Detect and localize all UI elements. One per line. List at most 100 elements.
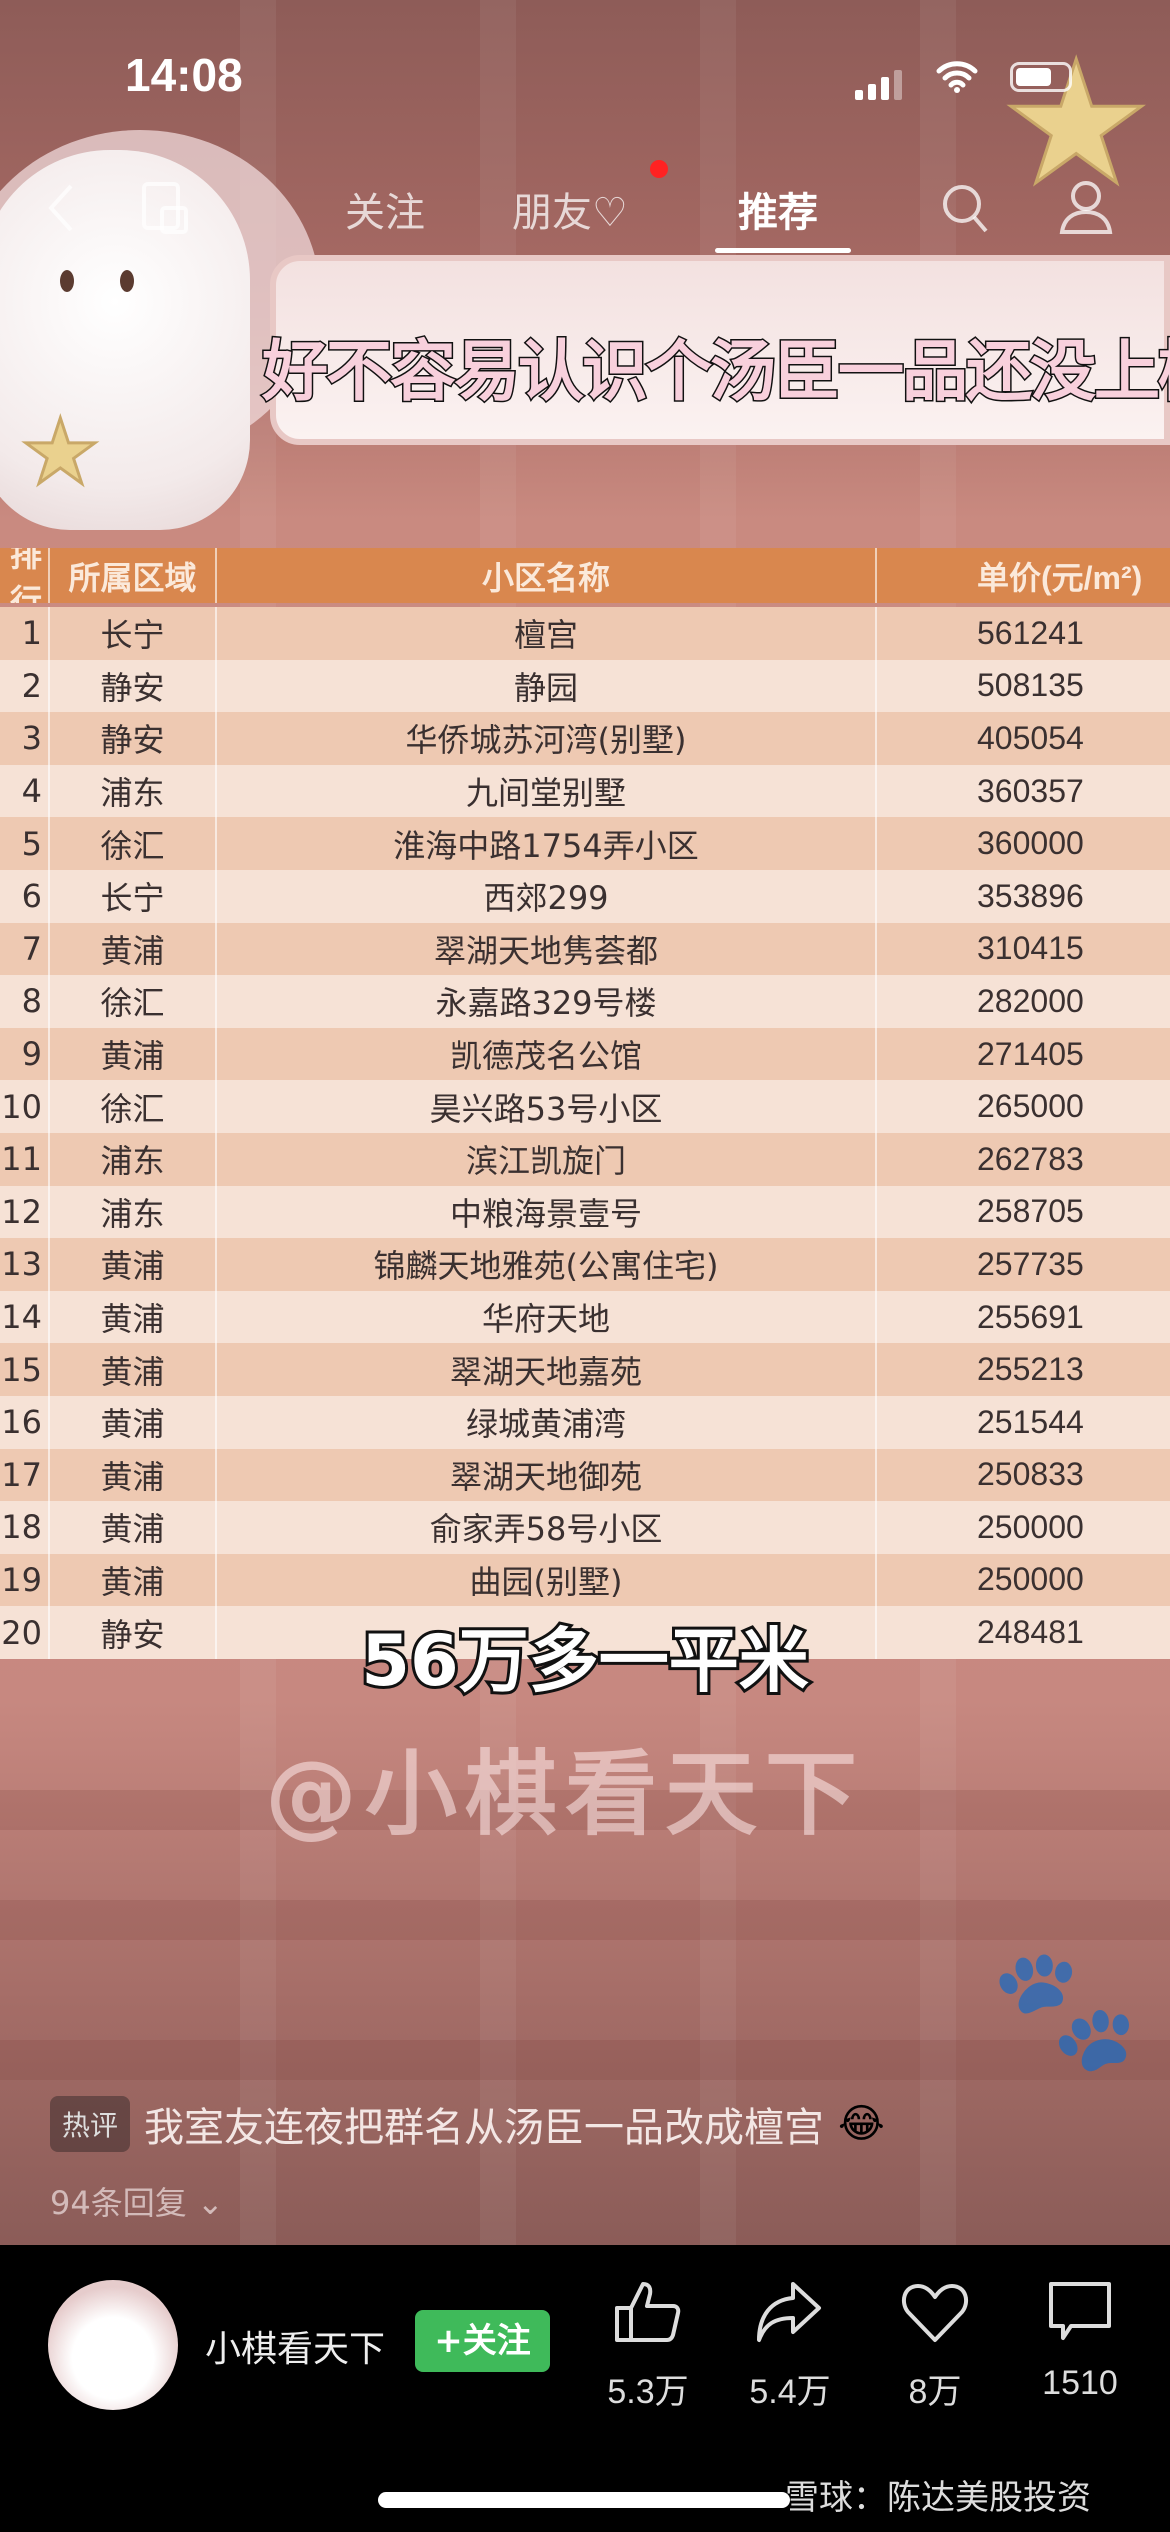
table-header: 排行 所属区域 小区名称 单价(元/m²) bbox=[0, 548, 1170, 603]
name-cell: 静园 bbox=[217, 659, 877, 713]
tab-friends[interactable]: 朋友♡ bbox=[512, 190, 628, 236]
rank-cell: 10 bbox=[0, 1080, 50, 1133]
rank-cell: 2 bbox=[0, 659, 50, 713]
rank-cell: 9 bbox=[0, 1027, 50, 1081]
district-cell: 浦东 bbox=[50, 1185, 217, 1239]
comment-icon bbox=[1049, 2282, 1111, 2340]
name-cell: 昊兴路53号小区 bbox=[217, 1080, 877, 1133]
district-cell: 浦东 bbox=[50, 1132, 217, 1186]
cat-illustration bbox=[0, 150, 250, 530]
district-cell: 黄浦 bbox=[50, 922, 217, 976]
price-ranking-table: 排行 所属区域 小区名称 单价(元/m²) 1 长宁 檀宫 561241 2 静安 静园 50… bbox=[0, 548, 1170, 1659]
price-cell: 561241 bbox=[977, 614, 1084, 651]
rank-cell: 15 bbox=[0, 1343, 50, 1396]
table-row: 19 黄浦 曲园(别墅) 250000 bbox=[0, 1553, 1170, 1607]
rank-cell: 7 bbox=[0, 922, 50, 976]
screen-cast-icon[interactable] bbox=[140, 180, 192, 236]
district-cell: 黄浦 bbox=[50, 1501, 217, 1554]
name-cell: 绿城黄浦湾 bbox=[217, 1395, 877, 1449]
name-cell: 西郊299 bbox=[217, 869, 877, 923]
paw-icon: 🐾 bbox=[990, 1940, 1140, 2079]
hot-comment[interactable]: 热评 我室友连夜把群名从汤臣一品改成檀宫 😂 bbox=[50, 2095, 885, 2153]
rank-cell: 8 bbox=[0, 975, 50, 1028]
like-count: 5.3万 bbox=[607, 2373, 689, 2411]
name-cell: 华府天地 bbox=[217, 1290, 877, 1344]
profile-icon[interactable] bbox=[1058, 178, 1114, 236]
header-rank: 排行 bbox=[0, 548, 50, 603]
share-button[interactable]: 5.4万 bbox=[730, 2280, 850, 2413]
view-replies-link[interactable]: 94条回复 ⌄ bbox=[50, 2178, 224, 2224]
table-row: 14 黄浦 华府天地 255691 bbox=[0, 1290, 1170, 1344]
home-indicator[interactable] bbox=[378, 2492, 790, 2508]
name-cell: 翠湖天地嘉苑 bbox=[217, 1343, 877, 1396]
author-avatar[interactable] bbox=[48, 2280, 178, 2410]
name-cell: 华侨城苏河湾(别墅) bbox=[217, 712, 877, 765]
hot-comment-badge: 热评 bbox=[50, 2096, 131, 2152]
rank-cell: 1 bbox=[0, 607, 50, 660]
name-cell: 檀宫 bbox=[217, 607, 877, 660]
table-row: 5 徐汇 淮海中路1754弄小区 360000 bbox=[0, 817, 1170, 870]
price-cell: 282000 bbox=[977, 982, 1084, 1019]
rank-cell: 11 bbox=[0, 1132, 50, 1186]
comment-count: 1510 bbox=[1042, 2364, 1118, 2402]
comment-button[interactable]: 1510 bbox=[1020, 2280, 1140, 2403]
price-cell: 255691 bbox=[977, 1298, 1084, 1335]
wifi-icon bbox=[936, 61, 978, 93]
follow-button[interactable]: +关注 bbox=[415, 2310, 550, 2372]
rank-cell: 17 bbox=[0, 1448, 50, 1502]
name-cell: 永嘉路329号楼 bbox=[217, 975, 877, 1028]
table-row: 13 黄浦 锦麟天地雅苑(公寓住宅) 257735 bbox=[0, 1238, 1170, 1291]
share-count: 5.4万 bbox=[749, 2373, 831, 2411]
table-row: 10 徐汇 昊兴路53号小区 265000 bbox=[0, 1080, 1170, 1133]
table-row: 20 静安 248481 bbox=[0, 1606, 1170, 1659]
back-icon[interactable] bbox=[45, 182, 75, 234]
header-district: 所属区域 bbox=[50, 548, 217, 603]
author-name[interactable]: 小棋看天下 bbox=[205, 2329, 386, 2370]
name-cell: 淮海中路1754弄小区 bbox=[217, 817, 877, 870]
notification-dot bbox=[650, 160, 668, 178]
price-cell: 265000 bbox=[977, 1088, 1084, 1125]
chevron-down-icon: ⌄ bbox=[196, 2184, 224, 2222]
table-row: 12 浦东 中粮海景壹号 258705 bbox=[0, 1185, 1170, 1239]
favorite-count: 8万 bbox=[908, 2373, 962, 2411]
table-row: 1 长宁 檀宫 561241 bbox=[0, 607, 1170, 660]
rank-cell: 19 bbox=[0, 1553, 50, 1607]
district-cell: 浦东 bbox=[50, 764, 217, 818]
rank-cell: 18 bbox=[0, 1501, 50, 1554]
top-nav: 关注 朋友♡ 推荐 bbox=[0, 160, 1170, 253]
rank-cell: 14 bbox=[0, 1290, 50, 1344]
district-cell: 黄浦 bbox=[50, 1343, 217, 1396]
price-cell: 405054 bbox=[977, 719, 1084, 756]
name-cell: 滨江凯旋门 bbox=[217, 1132, 877, 1186]
table-row: 6 长宁 西郊299 353896 bbox=[0, 869, 1170, 923]
subtitle-caption: 56万多一平米 bbox=[358, 1617, 811, 1705]
table-row: 17 黄浦 翠湖天地御苑 250833 bbox=[0, 1448, 1170, 1502]
search-icon[interactable] bbox=[940, 180, 992, 236]
price-cell: 508135 bbox=[977, 667, 1084, 704]
table-row: 18 黄浦 俞家弄58号小区 250000 bbox=[0, 1501, 1170, 1554]
table-row: 2 静安 静园 508135 bbox=[0, 659, 1170, 713]
video-player[interactable]: ★ ★ 好不容易认识个汤臣一品还没上榜 排行 所属区域 小区名称 单价(元/m²… bbox=[0, 0, 1170, 2245]
district-cell: 黄浦 bbox=[50, 1290, 217, 1344]
district-cell: 徐汇 bbox=[50, 975, 217, 1028]
battery-icon bbox=[1010, 62, 1072, 92]
price-cell: 258705 bbox=[977, 1193, 1084, 1230]
rank-cell: 4 bbox=[0, 764, 50, 818]
thumbs-up-icon bbox=[615, 2282, 681, 2342]
rank-cell: 5 bbox=[0, 817, 50, 870]
share-icon bbox=[757, 2282, 821, 2342]
active-tab-indicator bbox=[715, 248, 851, 253]
district-cell: 长宁 bbox=[50, 607, 217, 660]
like-button[interactable]: 5.3万 bbox=[588, 2280, 708, 2413]
price-cell: 251544 bbox=[977, 1403, 1084, 1440]
comment-text: 我室友连夜把群名从汤臣一品改成檀宫 bbox=[144, 2105, 825, 2151]
creator-watermark: @小棋看天下 bbox=[265, 1741, 866, 1848]
table-row: 7 黄浦 翠湖天地隽荟都 310415 bbox=[0, 922, 1170, 976]
price-cell: 250000 bbox=[977, 1508, 1084, 1545]
district-cell: 长宁 bbox=[50, 869, 217, 923]
rank-cell: 20 bbox=[0, 1606, 50, 1659]
district-cell: 黄浦 bbox=[50, 1395, 217, 1449]
tab-following[interactable]: 关注 bbox=[345, 190, 425, 236]
favorite-button[interactable]: 8万 bbox=[875, 2280, 995, 2413]
tab-recommended[interactable]: 推荐 bbox=[738, 190, 818, 236]
